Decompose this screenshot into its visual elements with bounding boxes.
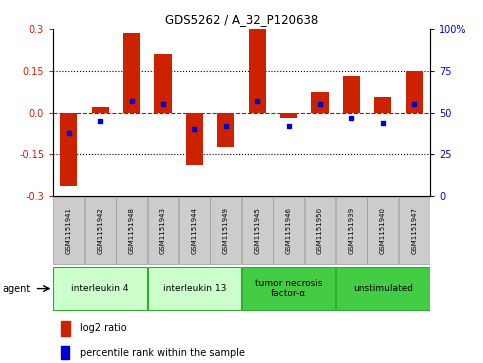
Bar — [60, 113, 77, 186]
Bar — [116, 197, 147, 264]
Text: GSM1151941: GSM1151941 — [66, 207, 72, 254]
Bar — [280, 113, 297, 118]
Text: GSM1151942: GSM1151942 — [97, 207, 103, 254]
Text: GSM1151948: GSM1151948 — [128, 207, 135, 254]
Bar — [155, 54, 171, 113]
Bar — [123, 33, 140, 113]
Text: interleukin 4: interleukin 4 — [71, 284, 129, 293]
Bar — [85, 197, 115, 264]
Bar — [406, 71, 423, 113]
Bar — [54, 267, 147, 310]
Bar — [211, 197, 241, 264]
Title: GDS5262 / A_32_P120638: GDS5262 / A_32_P120638 — [165, 13, 318, 26]
Bar — [217, 113, 234, 147]
Bar — [54, 197, 84, 264]
Text: GSM1151949: GSM1151949 — [223, 207, 229, 254]
Text: unstimulated: unstimulated — [353, 284, 413, 293]
Text: GSM1151940: GSM1151940 — [380, 207, 386, 254]
Bar — [92, 107, 109, 113]
Bar — [374, 97, 391, 113]
Text: GSM1151950: GSM1151950 — [317, 207, 323, 254]
Bar — [186, 113, 203, 166]
Bar — [336, 197, 367, 264]
Text: GSM1151943: GSM1151943 — [160, 207, 166, 254]
Text: percentile rank within the sample: percentile rank within the sample — [80, 348, 244, 358]
Text: tumor necrosis
factor-α: tumor necrosis factor-α — [255, 279, 322, 298]
Bar — [249, 29, 266, 113]
Bar — [242, 267, 335, 310]
Bar — [273, 197, 304, 264]
Text: GSM1151946: GSM1151946 — [285, 207, 292, 254]
Bar — [399, 197, 429, 264]
Bar — [305, 197, 335, 264]
Bar — [61, 346, 69, 359]
Bar — [148, 197, 178, 264]
Text: GSM1151945: GSM1151945 — [254, 207, 260, 254]
Bar — [61, 321, 70, 336]
Bar — [242, 197, 272, 264]
Bar — [336, 267, 429, 310]
Bar — [148, 267, 241, 310]
Text: interleukin 13: interleukin 13 — [163, 284, 226, 293]
Text: GSM1151939: GSM1151939 — [348, 207, 355, 254]
Bar — [343, 76, 360, 113]
Text: agent: agent — [2, 284, 30, 294]
Text: GSM1151947: GSM1151947 — [411, 207, 417, 254]
Bar — [312, 91, 328, 113]
Text: GSM1151944: GSM1151944 — [191, 207, 198, 254]
Bar — [368, 197, 398, 264]
Text: log2 ratio: log2 ratio — [80, 323, 126, 333]
Bar — [179, 197, 210, 264]
